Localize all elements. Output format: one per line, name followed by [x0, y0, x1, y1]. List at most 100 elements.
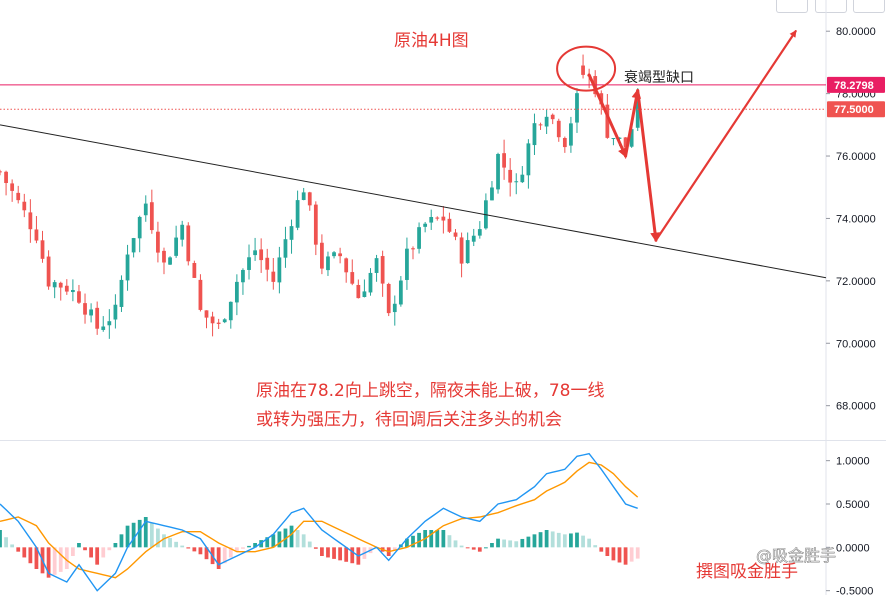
- macd-histogram-bar: [204, 547, 209, 560]
- candle-body: [307, 192, 312, 206]
- macd-histogram-bar: [477, 547, 482, 552]
- candle-body: [70, 290, 75, 293]
- chart-title: 原油4H图: [394, 31, 469, 51]
- macd-histogram-bar: [623, 547, 628, 565]
- platform-watermark: @吸金胜手: [756, 546, 836, 565]
- candle-body: [441, 216, 446, 221]
- settings-icon[interactable]: [776, 0, 808, 13]
- candle-body: [46, 256, 51, 287]
- macd-histogram-bar: [222, 547, 227, 564]
- candle-body: [405, 248, 409, 280]
- price-line-label: 77.5000: [834, 104, 874, 116]
- candle-body: [186, 225, 191, 262]
- macd-histogram-bar: [125, 525, 130, 548]
- macd-histogram-bar: [228, 547, 233, 558]
- macd-histogram-bar: [289, 525, 294, 548]
- candle-body: [162, 250, 166, 263]
- candle-body: [635, 101, 640, 128]
- projection-arrow: [636, 88, 660, 243]
- candle-body: [40, 240, 45, 259]
- macd-histogram-bar: [453, 540, 458, 548]
- macd-histogram-bar: [562, 534, 567, 548]
- macd-histogram-bar: [629, 547, 634, 562]
- candle-body: [234, 281, 239, 303]
- candle-body: [10, 183, 15, 191]
- candle-body: [295, 200, 300, 228]
- gap-circle: [556, 45, 617, 92]
- macd-histogram-bar: [593, 545, 598, 548]
- candle-body: [101, 326, 106, 330]
- candle-body: [569, 123, 573, 146]
- candle-body: [550, 114, 555, 120]
- candle-body: [125, 254, 130, 281]
- macd-histogram-bar: [411, 535, 415, 548]
- candle-body: [119, 279, 124, 307]
- macd-histogram-bar: [599, 547, 604, 552]
- macd-histogram-bar: [514, 541, 519, 548]
- macd-histogram-bar: [241, 547, 245, 549]
- macd-histogram-bar: [581, 535, 585, 548]
- macd-histogram-bar: [216, 547, 221, 569]
- candle-body: [392, 303, 397, 313]
- macd-histogram-bar: [538, 532, 543, 548]
- macd-histogram-bar: [605, 547, 610, 556]
- macd-tick-label: 0.0000: [836, 542, 870, 554]
- candle-body: [198, 279, 203, 310]
- macd-histogram-bar: [186, 547, 191, 549]
- candle-body: [520, 174, 525, 183]
- macd-histogram-bar: [301, 534, 306, 548]
- price-line-label-bg: [827, 101, 885, 118]
- candle-body: [356, 284, 361, 299]
- candle-body: [471, 235, 476, 242]
- macd-histogram-bar: [131, 522, 136, 548]
- macd-histogram-bar: [10, 544, 15, 548]
- candle-body: [131, 238, 136, 253]
- macd-histogram-bar: [392, 547, 397, 551]
- macd-histogram-bar: [0, 530, 2, 548]
- macd-histogram-bar: [89, 547, 93, 558]
- macd-histogram-bar: [156, 528, 160, 548]
- macd-histogram-bar: [496, 538, 500, 548]
- candle-body: [174, 237, 179, 256]
- projection-arrow: [587, 73, 628, 158]
- macd-histogram-bar: [277, 531, 282, 548]
- macd-histogram-bar: [471, 547, 476, 550]
- candle-body: [581, 65, 585, 75]
- macd-histogram-bar: [332, 547, 336, 559]
- screenshot-icon[interactable]: [853, 0, 885, 13]
- macd-histogram-bar: [247, 545, 251, 548]
- macd-histogram-bar: [234, 547, 239, 552]
- candle-body: [210, 316, 215, 324]
- trendline: [0, 124, 827, 279]
- candle-body: [271, 271, 276, 282]
- price-tick-label: 72.0000: [836, 276, 876, 288]
- price-tick-label: 70.0000: [836, 338, 876, 350]
- candle-body: [180, 224, 185, 240]
- candle-body: [149, 202, 154, 231]
- macd-histogram-bar: [28, 547, 33, 564]
- candle-body: [556, 120, 561, 138]
- macd-histogram-bar: [611, 547, 616, 561]
- candle-body: [77, 291, 81, 303]
- macd-histogram-bar: [46, 547, 51, 578]
- candle-body: [326, 256, 330, 271]
- macd-histogram-bar: [52, 547, 57, 575]
- candle-body: [22, 201, 27, 211]
- macd-histogram-bar: [344, 547, 349, 562]
- candle-body: [453, 232, 458, 237]
- macd-histogram-bar: [569, 533, 573, 548]
- candle-body: [320, 242, 324, 269]
- fullscreen-icon[interactable]: [815, 0, 847, 13]
- candle-body: [362, 291, 367, 298]
- macd-histogram-bar: [137, 519, 142, 548]
- macd-tick-label: 1.0000: [836, 456, 870, 468]
- candle-body: [301, 192, 306, 200]
- macd-histogram-bar: [101, 547, 106, 558]
- candle-body: [107, 321, 112, 326]
- candle-body: [95, 307, 100, 329]
- candle-body: [429, 217, 434, 223]
- macd-histogram-bar: [435, 530, 440, 548]
- candle-body: [532, 123, 537, 146]
- candle-body: [538, 124, 543, 126]
- macd-histogram-bar: [320, 547, 324, 556]
